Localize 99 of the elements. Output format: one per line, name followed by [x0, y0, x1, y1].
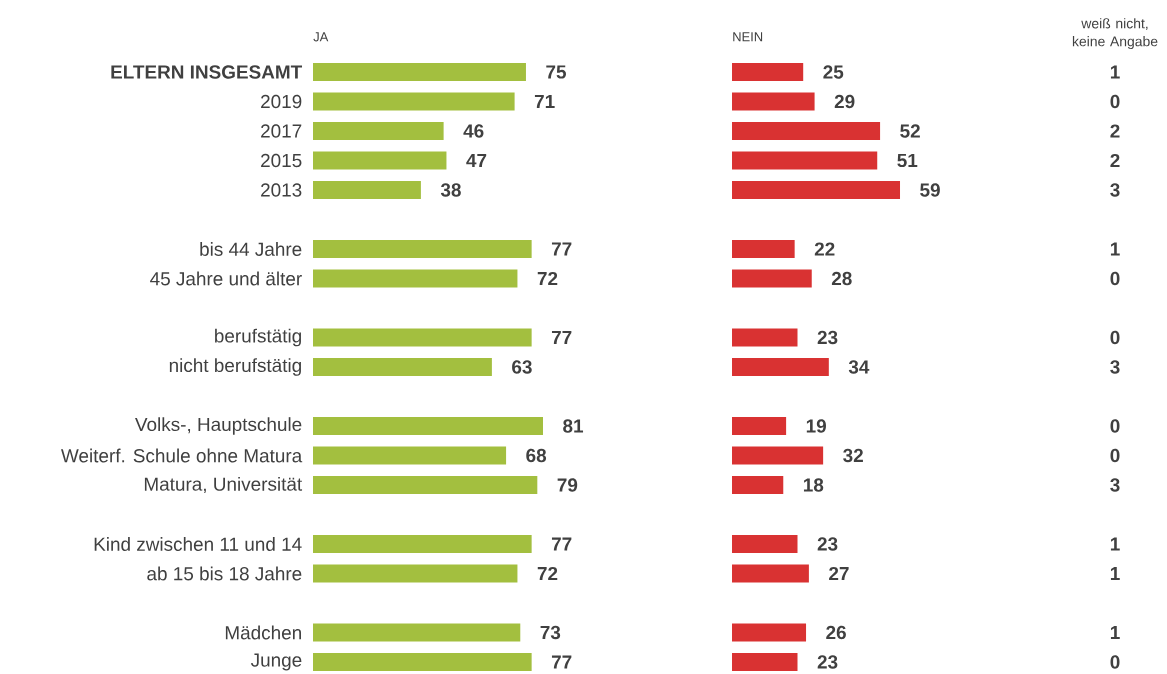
data-label: 3	[1110, 183, 1120, 197]
bar	[313, 476, 538, 494]
chart-title: JA	[313, 32, 329, 42]
data-label: 23	[817, 655, 838, 669]
bar	[732, 269, 812, 288]
data-label: 51	[897, 153, 918, 168]
data-label: 2	[1110, 153, 1120, 168]
bar	[732, 476, 784, 494]
data-label: 72	[537, 271, 558, 286]
bar	[313, 623, 521, 642]
data-label: 3	[1110, 478, 1120, 492]
y-tick-label: Matura, Universität	[144, 476, 303, 494]
data-label: 63	[512, 360, 532, 374]
data-label: 32	[843, 448, 863, 463]
y-tick-label: 2013	[261, 183, 302, 197]
data-label: 47	[466, 154, 487, 168]
data-label: 23	[817, 330, 838, 345]
data-label: 25	[823, 65, 844, 79]
bar	[313, 535, 532, 554]
data-label: 0	[1110, 94, 1120, 109]
y-tick-label: 2017	[261, 124, 302, 138]
data-label: 0	[1110, 448, 1120, 463]
bar	[313, 269, 518, 288]
bar	[732, 151, 878, 170]
data-label: 1	[1110, 65, 1120, 79]
data-label: 75	[546, 65, 566, 79]
bar	[313, 358, 492, 376]
data-label: 77	[551, 537, 572, 551]
bar	[732, 63, 804, 81]
bar	[313, 151, 447, 170]
y-tick-label: Weiterf. Schule ohne Matura	[61, 448, 303, 463]
data-label: 1	[1110, 626, 1120, 640]
data-label: 73	[540, 625, 561, 640]
y-tick-label: 2019	[261, 94, 302, 109]
bar	[313, 446, 507, 465]
y-tick-label: Mädchen	[225, 625, 301, 640]
data-label: 38	[440, 183, 461, 197]
bar	[732, 535, 798, 554]
data-label: 52	[900, 124, 920, 138]
data-label: 23	[817, 537, 838, 551]
y-tick-label: ab 15 bis 18 Jahre	[147, 566, 302, 581]
bar	[732, 328, 798, 347]
chart-title: NEIN	[733, 32, 763, 42]
bar	[313, 92, 515, 111]
y-tick-label: Volks-, Hauptschule	[135, 417, 302, 435]
y-tick-label: bis 44 Jahre	[200, 242, 302, 256]
bar	[313, 653, 532, 672]
data-label: 34	[848, 360, 870, 374]
y-tick-label: 45 Jahre und älter	[150, 271, 302, 286]
data-label: 0	[1110, 271, 1120, 286]
bar	[313, 122, 444, 140]
data-label: 59	[920, 183, 940, 197]
data-label: 71	[534, 95, 555, 109]
data-label: 1	[1110, 567, 1120, 581]
data-label: 28	[831, 271, 852, 286]
data-label: 3	[1110, 360, 1120, 374]
data-label: 29	[834, 94, 855, 109]
data-label: 22	[814, 242, 835, 256]
data-label: 77	[551, 331, 572, 345]
data-label: 68	[526, 448, 547, 463]
data-label: 1	[1110, 242, 1120, 256]
bar	[313, 63, 526, 81]
data-label: 19	[806, 419, 826, 433]
data-label: 1	[1110, 537, 1120, 551]
data-label: 18	[803, 478, 824, 492]
bar	[732, 181, 901, 199]
bar	[732, 358, 829, 376]
y-tick-label: berufstätig	[215, 328, 301, 347]
data-label: 79	[557, 478, 578, 492]
bar	[313, 417, 543, 435]
data-label: 77	[551, 242, 572, 256]
data-label: 81	[563, 419, 584, 433]
bar	[732, 653, 798, 672]
y-tick-label: Junge	[250, 653, 302, 671]
y-tick-label: ELTERN INSGESAMT	[111, 65, 303, 79]
bar	[732, 92, 815, 111]
bar	[732, 564, 809, 583]
bar	[313, 240, 532, 258]
data-label: 0	[1110, 419, 1120, 433]
data-label: 26	[826, 625, 846, 640]
bar	[732, 417, 787, 435]
data-label: 0	[1110, 655, 1120, 669]
bar	[313, 328, 532, 347]
bar	[732, 623, 807, 642]
bar	[732, 446, 824, 465]
bar	[313, 181, 421, 199]
y-tick-label: Kind zwischen 11 und 14	[94, 537, 302, 551]
y-tick-label: 2015	[261, 153, 302, 168]
data-label: 2	[1110, 124, 1120, 138]
bar	[732, 122, 881, 140]
data-label: 77	[551, 655, 572, 669]
bar	[313, 564, 518, 583]
data-label: 72	[537, 566, 558, 581]
data-label: 27	[829, 566, 849, 581]
y-tick-label: nicht berufstätig	[169, 358, 301, 376]
bar	[732, 240, 795, 258]
data-label: 46	[463, 124, 484, 138]
data-label: 0	[1110, 330, 1120, 345]
text: weiß nicht, keine Angabe	[1072, 18, 1158, 50]
